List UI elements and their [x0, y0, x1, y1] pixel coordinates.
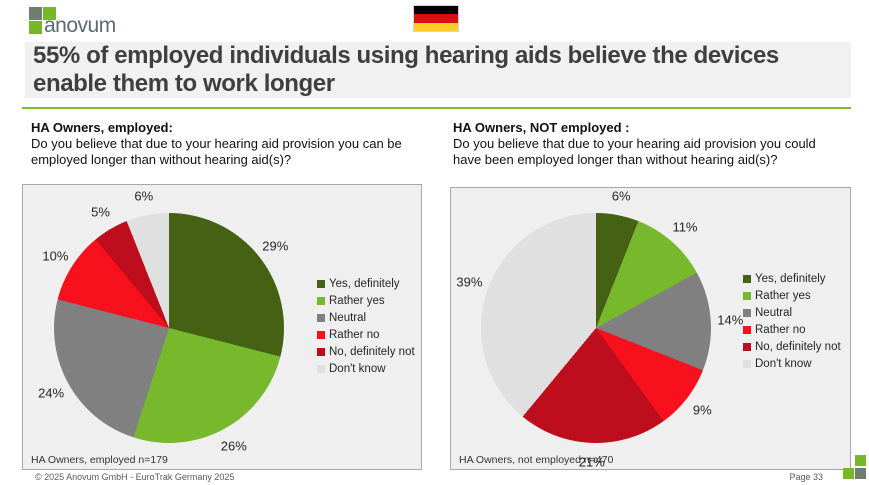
legend-label: Don't know: [755, 357, 812, 370]
pie-chart-not-employed: Yes, definitely Rather yes Neutral Rather n…: [450, 187, 851, 470]
section-question: Do you believe that due to your hearing …: [31, 136, 402, 167]
legend-label: Neutral: [755, 306, 793, 319]
legend-item: Don't know: [317, 360, 415, 377]
legend-swatch: [743, 308, 751, 317]
logo-square-green-top: [855, 455, 866, 466]
legend-item: Neutral: [317, 309, 415, 326]
pie: [481, 213, 711, 443]
germany-flag-icon: [413, 5, 459, 32]
slice-label: 9%: [692, 402, 712, 418]
legend-item: Yes, definitely: [317, 275, 415, 292]
legend-swatch: [317, 347, 325, 356]
pie: [54, 213, 284, 443]
legend-swatch: [317, 279, 325, 288]
legend-label: Rather yes: [329, 294, 385, 307]
slice-label: 11%: [672, 219, 698, 235]
legend-swatch: [743, 274, 751, 283]
legend-item: Rather no: [317, 326, 415, 343]
logo-square-green-bottom: [843, 468, 854, 479]
legend-item: No, definitely not: [743, 338, 841, 355]
anovum-logo-mark: [842, 455, 868, 481]
legend-swatch: [317, 364, 325, 373]
legend-label: Don't know: [329, 362, 386, 375]
slice-label: 29%: [262, 238, 289, 254]
slice-label: 39%: [456, 274, 483, 290]
slice-label: 26%: [220, 438, 247, 454]
section-title: HA Owners, NOT employed :: [453, 120, 630, 135]
chart-footnote: HA Owners, not employed n=470: [459, 454, 614, 466]
legend-label: Yes, definitely: [329, 277, 400, 290]
legend-item: Don't know: [743, 355, 841, 372]
slice-label: 21%: [578, 454, 605, 470]
slice-label: 14%: [717, 312, 744, 328]
copyright-text: © 2025 Anovum GmbH - EuroTrak Germany 20…: [35, 472, 235, 482]
logo-square-green-top: [43, 7, 56, 20]
flag-stripe-black: [414, 6, 458, 15]
logo-wordmark: anovum: [44, 14, 116, 37]
legend: Yes, definitely Rather yes Neutral Rather n…: [317, 275, 415, 377]
title-block: 55% of employed individuals using hearin…: [25, 42, 851, 98]
legend-item: Yes, definitely: [743, 270, 841, 287]
slice-label: 24%: [38, 385, 65, 401]
legend-swatch: [743, 359, 751, 368]
legend: Yes, definitely Rather yes Neutral Rather n…: [743, 270, 841, 372]
flag-stripe-gold: [414, 22, 458, 31]
slice-label: 10%: [42, 248, 69, 264]
legend-item: Rather no: [743, 321, 841, 338]
legend-item: No, definitely not: [317, 343, 415, 360]
legend-swatch: [743, 291, 751, 300]
logo-square-gray: [29, 7, 42, 20]
legend-label: Yes, definitely: [755, 272, 826, 285]
slice-label: 6%: [611, 188, 631, 204]
legend-swatch: [317, 296, 325, 305]
legend-item: Neutral: [743, 304, 841, 321]
legend-label: Rather no: [755, 323, 806, 336]
section-question: Do you believe that due to your hearing …: [453, 136, 816, 167]
legend-item: Rather yes: [743, 287, 841, 304]
legend-swatch: [743, 325, 751, 334]
legend-label: No, definitely not: [329, 345, 415, 358]
legend-label: No, definitely not: [755, 340, 841, 353]
legend-swatch: [317, 313, 325, 322]
legend-item: Rather yes: [317, 292, 415, 309]
section-heading-not-employed: HA Owners, NOT employed : Do you believe…: [453, 120, 845, 168]
slice-label: 5%: [91, 204, 110, 220]
anovum-logo: anovum: [29, 6, 199, 38]
legend-swatch: [317, 330, 325, 339]
title-underline: [22, 107, 851, 109]
legend-swatch: [743, 342, 751, 351]
section-heading-employed: HA Owners, employed: Do you believe that…: [31, 120, 423, 168]
slice-label: 6%: [134, 188, 154, 204]
logo-square-green-bottom: [29, 21, 42, 34]
legend-label: Rather no: [329, 328, 380, 341]
legend-label: Rather yes: [755, 289, 811, 302]
page-number: Page 33: [789, 472, 823, 482]
logo-square-gray: [855, 468, 866, 479]
section-title: HA Owners, employed:: [31, 120, 173, 135]
legend-label: Neutral: [329, 311, 367, 324]
page-title: 55% of employed individuals using hearin…: [33, 42, 779, 97]
pie-chart-employed: Yes, definitely Rather yes Neutral Rather n…: [22, 184, 422, 470]
flag-stripe-red: [414, 14, 458, 23]
chart-footnote: HA Owners, employed n=179: [31, 454, 168, 466]
